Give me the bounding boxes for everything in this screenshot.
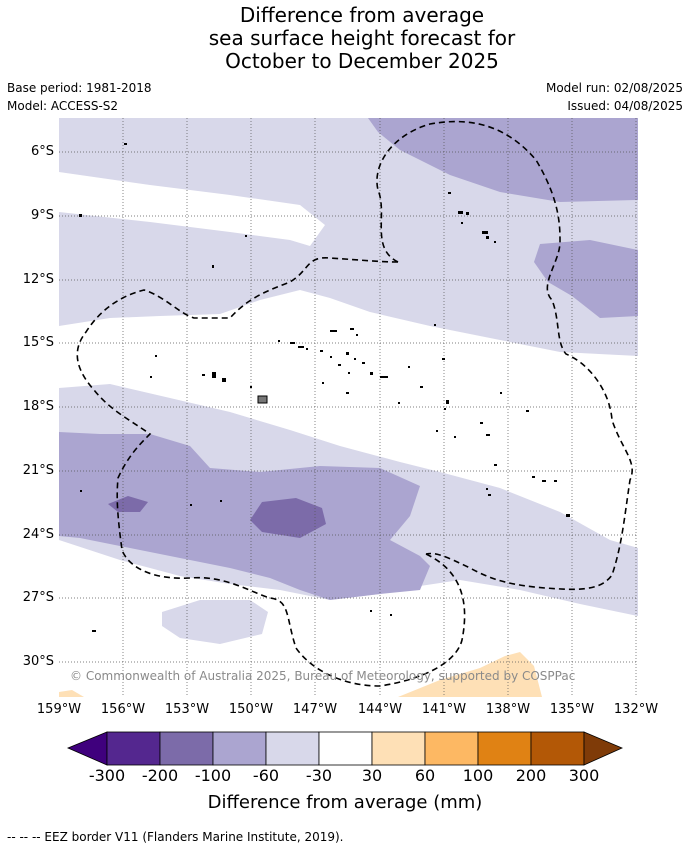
colorbar-high-extend — [583, 731, 624, 766]
contour-positive-se — [398, 652, 542, 697]
lon-label-150w: 150°W — [228, 702, 274, 717]
colorbar-tick: 200 — [515, 766, 547, 785]
colorbar-bin-5 — [318, 731, 373, 766]
lon-label-147w: 147°W — [292, 702, 338, 717]
title-line-1: Difference from average — [239, 3, 485, 27]
colorbar — [66, 731, 624, 766]
colorbar-tick: -200 — [141, 766, 179, 785]
colorbar-tick: -30 — [305, 766, 333, 785]
colorbar-tick: -60 — [252, 766, 280, 785]
colorbar-bin-1 — [106, 731, 161, 766]
copyright-notice: © Commonwealth of Australia 2025, Bureau… — [70, 669, 576, 683]
lat-label-9s: 9°S — [30, 208, 54, 223]
contour-core-centre — [250, 498, 326, 538]
lat-label-18s: 18°S — [22, 399, 54, 414]
lat-label-12s: 12°S — [22, 272, 54, 287]
lat-label-15s: 15°S — [22, 335, 54, 350]
colorbar-bin-8 — [477, 731, 532, 766]
contour-sw-blob — [162, 600, 268, 644]
title-line-2: sea surface height forecast for — [208, 26, 516, 50]
contour-field — [59, 118, 638, 697]
contour-core-west — [108, 496, 148, 512]
colorbar-bin-3 — [212, 731, 267, 766]
meta-left: Base period: 1981-2018 Model: ACCESS-S2 — [7, 79, 152, 115]
lon-label-132w: 132°W — [613, 702, 659, 717]
colorbar-tick: -300 — [88, 766, 126, 785]
colorbar-bin-2 — [159, 731, 214, 766]
lon-label-159w: 159°W — [36, 702, 82, 717]
lon-label-141w: 141°W — [421, 702, 467, 717]
eez-borders — [76, 120, 633, 687]
colorbar-tick: 30 — [361, 766, 383, 785]
lat-label-21s: 21°S — [22, 463, 54, 478]
lat-label-6s: 6°S — [30, 144, 54, 159]
colorbar-tick: -100 — [194, 766, 232, 785]
model-run: Model run: 02/08/2025 — [545, 81, 683, 95]
model-name: Model: ACCESS-S2 — [7, 99, 119, 113]
lon-label-135w: 135°W — [549, 702, 595, 717]
lat-label-27s: 27°S — [22, 590, 54, 605]
colorbar-bin-9 — [530, 731, 585, 766]
islands — [79, 143, 570, 632]
lon-label-153w: 153°W — [164, 702, 210, 717]
eez-footnote: -- -- -- EEZ border V11 (Flanders Marine… — [7, 830, 344, 844]
lon-label-156w: 156°W — [100, 702, 146, 717]
contour-ne-patch — [368, 118, 638, 202]
map-title: Difference from average sea surface heig… — [0, 4, 690, 73]
contour-positive-sw — [59, 690, 84, 697]
issued-date: Issued: 04/08/2025 — [567, 99, 683, 113]
contour-east-patch — [534, 240, 638, 318]
title-line-3: October to December 2025 — [225, 49, 499, 73]
colorbar-tick: 300 — [568, 766, 600, 785]
graticule — [59, 118, 638, 697]
colorbar-title: Difference from average (mm) — [207, 792, 483, 813]
colorbar-bin-4 — [265, 731, 320, 766]
lat-label-30s: 30°S — [22, 654, 54, 669]
colorbar-bin-7 — [424, 731, 479, 766]
lat-label-24s: 24°S — [22, 527, 54, 542]
meta-right: Model run: 02/08/2025 Issued: 04/08/2025 — [546, 79, 683, 115]
lon-label-144w: 144°W — [357, 702, 403, 717]
lon-label-138w: 138°W — [485, 702, 531, 717]
colorbar-tick: 60 — [414, 766, 436, 785]
colorbar-bin-6 — [371, 731, 426, 766]
colorbar-tick: 100 — [462, 766, 494, 785]
contour-south-purple — [59, 432, 430, 600]
colorbar-low-extend — [66, 731, 108, 766]
base-period: Base period: 1981-2018 — [7, 81, 152, 95]
